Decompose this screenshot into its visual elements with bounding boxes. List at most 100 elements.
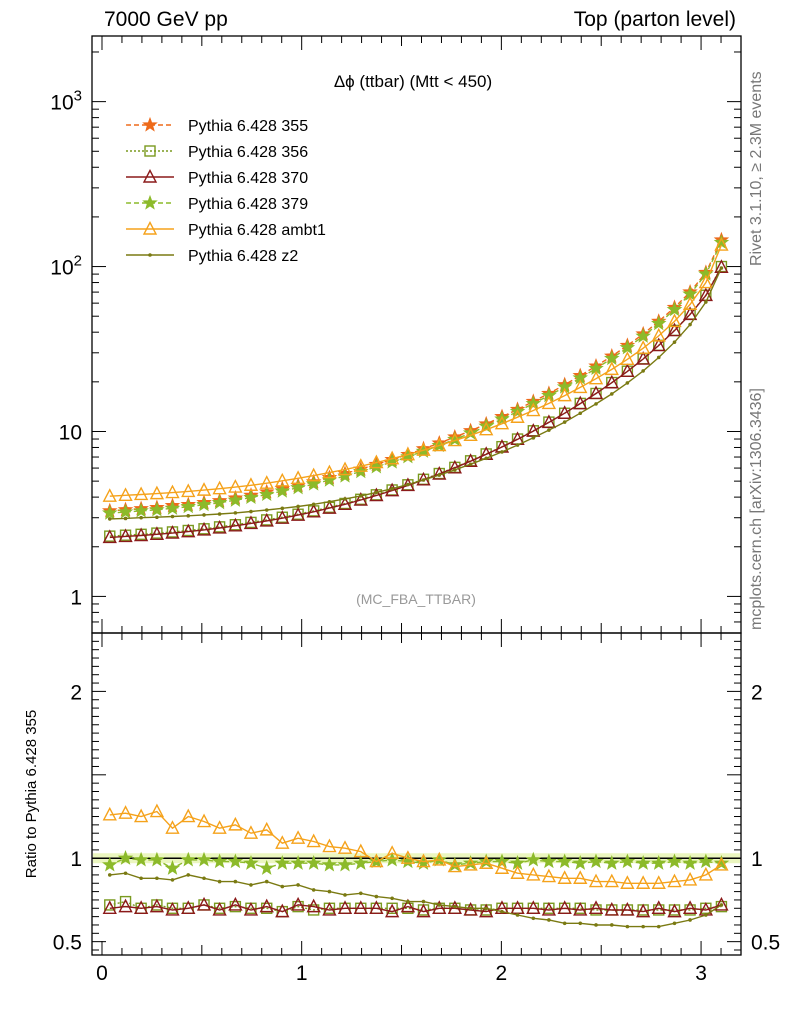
- main-data-point: [305, 475, 322, 491]
- ratio-data-point: [479, 855, 494, 869]
- main-data-point: [118, 528, 133, 543]
- ratio-data-point: [421, 899, 426, 904]
- ratio-data-point: [478, 853, 494, 869]
- ratio-data-point: [149, 803, 165, 818]
- ratio-data-point: [578, 921, 583, 926]
- main-data-point: [149, 501, 165, 517]
- ratio-data-point: [416, 853, 431, 868]
- ratio-data-point: [274, 855, 291, 870]
- ratio-data-point: [573, 901, 588, 916]
- main-data-point: [578, 411, 583, 416]
- main-data-point: [165, 484, 180, 499]
- main-data-point: [437, 473, 442, 477]
- ratio-data-point: [243, 825, 259, 839]
- ratio-data-point: [714, 896, 729, 911]
- ratio-data-point: [541, 901, 557, 916]
- main-data-point: [620, 351, 635, 365]
- ratio-data-point: [557, 900, 572, 914]
- main-data-point: [500, 450, 504, 454]
- ratio-data-point: [296, 883, 300, 887]
- ratio-data-point: [562, 921, 567, 926]
- main-data-point: [688, 322, 692, 327]
- main-data-point: [353, 492, 368, 506]
- ratio-data-point: [280, 884, 285, 889]
- ratio-data-point: [369, 900, 384, 914]
- ratio-data-point: [484, 906, 488, 911]
- ratio-data-point: [594, 923, 598, 927]
- y-tick-label-base: 10: [50, 92, 73, 115]
- ratio-data-point: [118, 898, 133, 913]
- main-data-point: [698, 274, 714, 289]
- main-data-point: [416, 442, 431, 456]
- header-right: Top (parton level): [573, 8, 736, 31]
- ratio-data-point: [327, 889, 332, 894]
- main-data-point: [714, 259, 729, 273]
- main-data-point: [274, 482, 291, 498]
- ratio-data-point: [374, 894, 379, 899]
- main-data-point: [588, 385, 604, 400]
- ratio-data-point: [557, 870, 572, 884]
- main-data-point: [118, 487, 133, 502]
- ratio-data-point: [123, 871, 128, 876]
- ratio-data-point: [228, 896, 243, 911]
- main-data-point: [196, 496, 212, 512]
- main-data-point: [374, 490, 379, 495]
- main-data-point: [102, 488, 117, 502]
- ratio-data-point: [682, 855, 698, 870]
- main-data-point: [181, 523, 196, 538]
- ratio-data-point: [217, 879, 222, 884]
- ratio-data-point: [186, 873, 191, 877]
- main-data-point: [604, 374, 619, 389]
- ratio-data-point: [682, 871, 698, 886]
- main-data-point: [243, 515, 259, 530]
- main-data-point: [682, 306, 698, 321]
- main-data-point: [667, 322, 682, 337]
- main-data-point: [406, 482, 410, 487]
- ratio-data-point: [547, 918, 551, 922]
- main-data-point: [249, 509, 253, 514]
- main-data-point: [604, 361, 619, 376]
- main-data-point: [531, 436, 536, 440]
- main-data-point: [463, 453, 478, 467]
- ratio-data-point: [651, 875, 666, 889]
- ratio-data-point: [133, 851, 149, 867]
- ratio-series-line-2: [109, 857, 722, 869]
- ratio-data-point: [463, 901, 478, 916]
- main-data-point: [484, 456, 488, 461]
- ratio-data-point: [432, 851, 447, 866]
- main-data-point: [306, 503, 321, 518]
- ratio-data-point: [667, 903, 682, 918]
- main-data-point: [619, 339, 636, 355]
- ratio-data-point: [463, 856, 478, 871]
- y-tick-label-ratio-right: 1: [751, 848, 763, 871]
- main-data-point: [390, 486, 394, 491]
- main-data-point: [682, 296, 698, 311]
- main-data-point: [149, 526, 165, 541]
- main-data-point: [667, 313, 682, 328]
- analysis-watermark: (MC_FBA_TTBAR): [356, 591, 476, 607]
- y-tick-label-exponent: 3: [74, 88, 82, 105]
- main-data-point: [149, 485, 165, 500]
- ratio-data-point: [165, 901, 180, 916]
- y-tick-label-ratio: 2: [70, 681, 82, 704]
- main-data-point: [186, 514, 191, 518]
- ratio-data-point: [406, 899, 410, 904]
- ratio-data-point: [656, 924, 661, 929]
- ratio-data-point: [311, 888, 316, 892]
- x-tick-label: 0: [96, 962, 108, 985]
- ratio-data-point: [337, 856, 353, 872]
- ratio-data-point: [541, 853, 557, 869]
- main-data-point: [243, 489, 259, 505]
- ratio-data-point: [609, 923, 614, 927]
- ratio-data-point: [468, 906, 473, 911]
- ratio-data-point: [416, 903, 431, 918]
- ratio-data-point: [369, 853, 384, 868]
- main-data-point: [369, 487, 384, 502]
- main-data-point: [421, 478, 426, 482]
- ratio-data-point: [275, 835, 290, 849]
- ratio-data-point: [635, 855, 651, 870]
- ratio-data-point: [432, 900, 447, 914]
- ratio-data-point: [353, 900, 368, 914]
- ratio-data-point: [641, 924, 645, 929]
- ratio-data-point: [386, 902, 398, 914]
